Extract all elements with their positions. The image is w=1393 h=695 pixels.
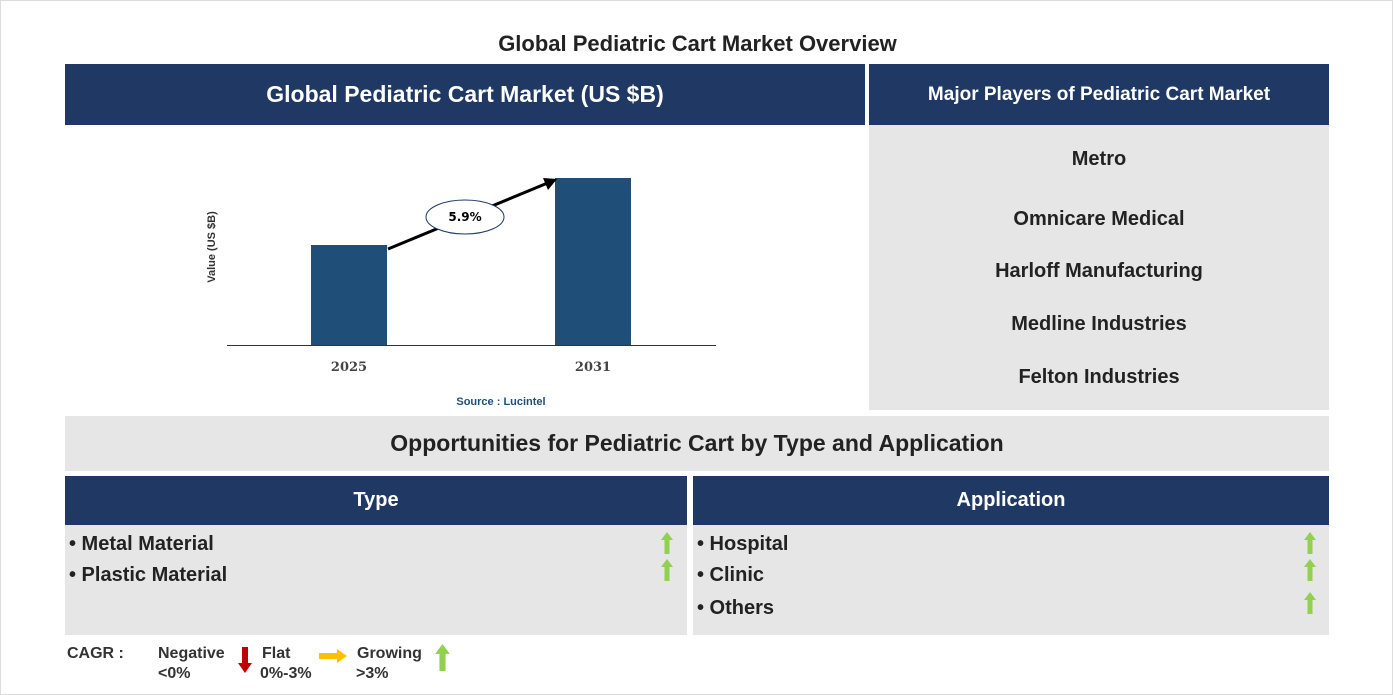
player-item: Harloff Manufacturing (995, 260, 1203, 282)
player-item: Omnicare Medical (1013, 208, 1185, 230)
application-panel (693, 525, 1329, 635)
page-title: Global Pediatric Cart Market Overview (498, 31, 897, 56)
players-panel-header: Major Players of Pediatric Cart Market (869, 64, 1329, 125)
growing-arrow-icon (435, 644, 450, 671)
growing-arrow-icon (661, 559, 673, 581)
cagr-bubble (425, 199, 505, 235)
type-item: • Plastic Material (69, 564, 228, 586)
players-panel (869, 125, 1329, 410)
bar-2031 (555, 178, 631, 345)
application-item: • Hospital (697, 533, 789, 555)
player-item: Felton Industries (1018, 366, 1180, 388)
application-item: • Others (697, 597, 775, 619)
legend-flat-range: 0%-3% (260, 665, 312, 682)
legend-growing: Growing (357, 645, 422, 662)
cagr-label: 5.9% (448, 210, 481, 224)
application-item: • Clinic (697, 564, 765, 586)
growing-arrow-icon (1304, 592, 1316, 614)
player-item: Metro (1071, 148, 1127, 170)
legend-flat: Flat (262, 645, 291, 662)
y-axis-label: Value (US $B) (206, 211, 218, 283)
legend-negative: Negative (158, 645, 225, 662)
player-item: Medline Industries (1011, 313, 1187, 335)
type-panel (65, 525, 687, 635)
flat-arrow-icon (319, 649, 347, 663)
cagr-label: CAGR : (67, 645, 124, 662)
x-tick-label: 2031 (575, 360, 611, 375)
application-header: Application (693, 476, 1329, 525)
opportunities-header: Opportunities for Pediatric Cart by Type… (65, 416, 1329, 471)
cagr-arrow-head (543, 178, 557, 190)
market-chart: Value (US $B) 2025 2031 5.9% Source : Luc… (206, 178, 716, 408)
bar-2025 (311, 245, 387, 345)
legend-negative-range: <0% (158, 665, 191, 682)
negative-arrow-icon (238, 647, 252, 673)
type-item: • Metal Material (69, 533, 214, 555)
source-label: Source : Lucintel (456, 396, 545, 408)
growing-arrow-icon (1304, 532, 1316, 554)
chart-panel-header: Global Pediatric Cart Market (US $B) (65, 64, 865, 125)
growing-arrow-icon (661, 532, 673, 554)
type-header: Type (65, 476, 687, 525)
x-tick-label: 2025 (331, 360, 367, 375)
legend-growing-range: >3% (356, 665, 389, 682)
growing-arrow-icon (1304, 559, 1316, 581)
